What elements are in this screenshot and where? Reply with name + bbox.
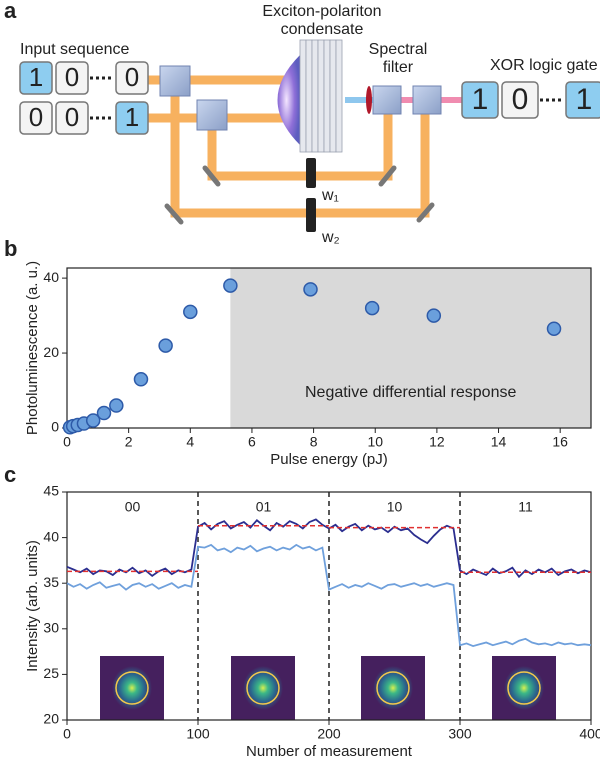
x-tick-label: 6 <box>248 434 256 450</box>
digit-box <box>19 61 53 95</box>
y-tick-label: 35 <box>43 574 59 590</box>
output-label: XOR logic gate <box>490 57 598 74</box>
digit-box <box>55 61 89 95</box>
point <box>96 405 112 421</box>
x-axis-label: Pulse energy (pJ) <box>270 451 388 468</box>
x-tick-label: 0 <box>63 434 71 450</box>
digit: 1 <box>472 83 489 116</box>
digit-box <box>115 101 149 135</box>
digit: 0 <box>65 62 79 92</box>
digit: 0 <box>512 83 529 116</box>
panel-label: a <box>4 0 17 23</box>
digit-box <box>55 101 89 135</box>
point <box>158 338 173 353</box>
x-tick-label: 4 <box>186 434 194 450</box>
point <box>303 282 318 297</box>
x-axis-label: Number of measurement <box>246 743 413 760</box>
point <box>133 372 149 387</box>
y-axis-label: Intensity (arb. units) <box>24 540 41 672</box>
filter-label: filter <box>383 59 414 76</box>
panel-label: c <box>4 462 16 487</box>
y-tick-label: 0 <box>51 419 59 435</box>
digit-box <box>19 101 53 135</box>
digit-box <box>501 81 539 119</box>
section-label: 10 <box>387 499 403 515</box>
weight-label: w₂ <box>321 229 340 246</box>
y-tick-label: 25 <box>43 665 59 681</box>
shaded-region <box>230 268 592 428</box>
digit: 1 <box>576 83 593 116</box>
x-tick-label: 400 <box>579 726 600 742</box>
digit: 0 <box>125 62 139 92</box>
digit: 0 <box>29 102 43 132</box>
point <box>183 304 198 320</box>
y-tick-label: 30 <box>43 620 59 636</box>
digit-box <box>115 61 149 95</box>
section-label: 00 <box>125 499 141 515</box>
x-tick-label: 0 <box>63 726 71 742</box>
panel-label: b <box>4 236 17 261</box>
section-label: 01 <box>256 499 272 515</box>
point <box>85 413 101 428</box>
digit-box <box>461 81 499 119</box>
x-tick-label: 100 <box>186 726 210 742</box>
point <box>109 398 124 413</box>
insets <box>100 656 556 720</box>
point <box>364 300 380 316</box>
optics <box>145 39 470 232</box>
input-label: Input sequence <box>20 41 130 58</box>
digit: 1 <box>125 102 139 132</box>
axes-frame <box>66 267 592 429</box>
point <box>426 308 442 323</box>
condensate-label: condensate <box>281 21 364 38</box>
x-tick-label: 300 <box>448 726 472 742</box>
y-tick-label: 40 <box>43 528 59 544</box>
x-tick-label: 14 <box>491 434 507 450</box>
annotation: Negative differential response <box>305 384 516 401</box>
digit-box <box>565 81 600 119</box>
series-line <box>66 543 592 648</box>
filter-label: Spectral <box>369 41 428 58</box>
point <box>546 321 562 336</box>
x-tick-label: 16 <box>552 434 568 450</box>
y-tick-label: 45 <box>43 483 59 499</box>
weight-label: w₁ <box>321 187 339 204</box>
digit: 1 <box>29 62 43 92</box>
y-tick-label: 40 <box>43 269 59 285</box>
y-tick-label: 20 <box>43 711 59 727</box>
x-tick-label: 10 <box>367 434 383 450</box>
x-tick-label: 200 <box>317 726 341 742</box>
digit: 0 <box>65 102 79 132</box>
x-tick-label: 2 <box>125 434 133 450</box>
x-tick-label: 8 <box>310 434 318 450</box>
section-label: 11 <box>518 499 533 515</box>
y-tick-label: 20 <box>43 344 59 360</box>
y-axis-label: Photoluminescence (a. u.) <box>24 261 41 435</box>
point <box>223 278 238 293</box>
x-tick-label: 12 <box>429 434 445 450</box>
condensate-label: Exciton-polariton <box>262 3 381 20</box>
